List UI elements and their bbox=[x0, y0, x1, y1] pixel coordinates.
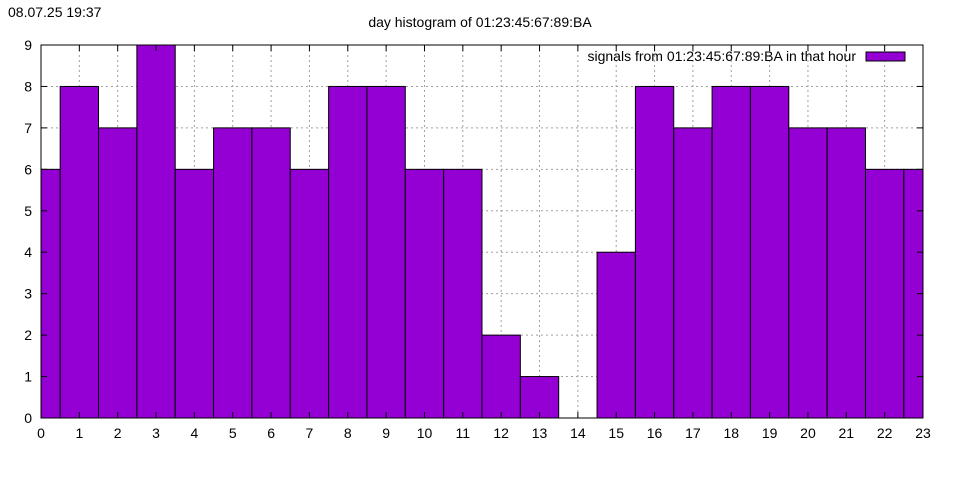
bar-hour-3 bbox=[136, 44, 176, 419]
x-tick-label: 13 bbox=[532, 425, 548, 441]
x-tick-label: 18 bbox=[723, 425, 739, 441]
y-tick-label: 3 bbox=[24, 286, 32, 302]
x-tick-label: 4 bbox=[190, 425, 198, 441]
x-tick-label: 20 bbox=[800, 425, 816, 441]
bar-hour-16 bbox=[634, 85, 675, 419]
y-tick-label: 6 bbox=[24, 161, 32, 177]
bar-hour-20 bbox=[788, 127, 828, 419]
x-tick-label: 10 bbox=[417, 425, 433, 441]
y-tick-label: 1 bbox=[24, 369, 32, 385]
y-tick-label: 5 bbox=[24, 203, 32, 219]
y-tick-label: 4 bbox=[24, 244, 32, 260]
x-tick-label: 21 bbox=[839, 425, 855, 441]
bar-hour-12 bbox=[481, 334, 521, 419]
legend-swatch bbox=[865, 51, 906, 62]
bar-hour-8 bbox=[328, 85, 368, 419]
x-ticks: 0 1 2 3 4 5 6 7 8 9 10 11 12 13 14 15 16 17 18 19 20 21 22 23 bbox=[37, 45, 931, 441]
bar-hour-11 bbox=[443, 168, 483, 419]
x-tick-label: 14 bbox=[570, 425, 586, 441]
x-tick-label: 11 bbox=[456, 425, 471, 441]
y-tick-label: 0 bbox=[24, 410, 32, 426]
x-tick-label: 5 bbox=[229, 425, 237, 441]
x-tick-label: 0 bbox=[37, 425, 45, 441]
bar-hour-6 bbox=[251, 127, 291, 419]
bar-hour-4 bbox=[174, 168, 215, 419]
bar-hour-21 bbox=[826, 127, 866, 419]
timestamp: 08.07.25 19:37 bbox=[8, 4, 102, 20]
legend-label: signals from 01:23:45:67:89:BA in that h… bbox=[587, 48, 856, 64]
x-tick-label: 16 bbox=[647, 425, 663, 441]
x-tick-label: 15 bbox=[608, 425, 624, 441]
x-tick-label: 9 bbox=[382, 425, 390, 441]
y-tick-label: 9 bbox=[24, 37, 32, 53]
y-tick-label: 7 bbox=[24, 120, 32, 136]
bar-hour-5 bbox=[213, 127, 253, 419]
x-tick-label: 19 bbox=[762, 425, 778, 441]
y-tick-label: 2 bbox=[24, 327, 32, 343]
x-tick-label: 3 bbox=[152, 425, 160, 441]
legend: signals from 01:23:45:67:89:BA in that h… bbox=[587, 48, 906, 64]
bar-hour-15 bbox=[596, 251, 636, 419]
bar-hour-19 bbox=[749, 85, 790, 419]
x-tick-label: 12 bbox=[493, 425, 509, 441]
chart-title: day histogram of 01:23:45:67:89:BA bbox=[368, 14, 592, 30]
x-tick-label: 6 bbox=[267, 425, 275, 441]
bars bbox=[40, 44, 924, 419]
x-tick-label: 22 bbox=[877, 425, 893, 441]
bar-hour-17 bbox=[673, 127, 713, 419]
bar-hour-1 bbox=[59, 85, 100, 419]
bar-hour-9 bbox=[366, 85, 406, 419]
x-tick-label: 1 bbox=[75, 425, 83, 441]
bar-hour-22 bbox=[864, 168, 905, 419]
x-tick-label: 2 bbox=[114, 425, 122, 441]
x-tick-label: 23 bbox=[915, 425, 931, 441]
bar-hour-7 bbox=[289, 168, 330, 419]
bar-hour-13 bbox=[519, 376, 560, 419]
plot-frame bbox=[40, 44, 924, 419]
x-tick-label: 8 bbox=[344, 425, 352, 441]
bar-hour-18 bbox=[711, 85, 751, 419]
y-tick-label: 8 bbox=[24, 78, 32, 94]
x-tick-label: 17 bbox=[685, 425, 701, 441]
x-tick-label: 7 bbox=[306, 425, 314, 441]
bar-hour-2 bbox=[98, 127, 138, 419]
y-ticks: 0 1 2 3 4 5 6 7 8 9 bbox=[24, 37, 923, 426]
bar-hour-10 bbox=[404, 168, 445, 419]
